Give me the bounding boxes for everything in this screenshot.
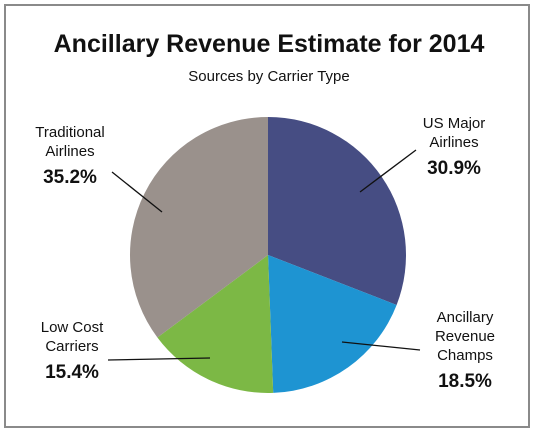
slice-label-2-line-3: Champs — [437, 347, 493, 364]
slice-label-1-line-2: Airlines — [429, 134, 478, 151]
leader-line-4 — [111, 171, 163, 213]
leader-line-2 — [341, 341, 421, 351]
slice-label-4-line-1: Traditional — [35, 124, 104, 141]
slice-label-2-line-1: Ancillary — [437, 309, 494, 326]
slice-value-label-1: 30.9% — [427, 158, 481, 179]
pie-slices — [129, 117, 407, 393]
slice-value-label-2: 18.5% — [438, 371, 492, 392]
chart-subtitle: Sources by Carrier Type — [188, 68, 350, 85]
slice-label-3-line-1: Low Cost — [41, 319, 104, 336]
slice-label-3-line-2: Carriers — [45, 338, 98, 355]
slice-label-1-line-1: US Major — [423, 115, 486, 132]
slice-value-label-3: 15.4% — [45, 362, 99, 383]
pie-slice-2 — [268, 255, 397, 393]
slice-labels: US Major Airlines 30.9% Ancillary Revenue Cha… — [35, 115, 495, 392]
slice-label-2-line-2: Revenue — [435, 328, 495, 345]
pie-slice-1 — [268, 117, 407, 305]
leader-line-1 — [359, 149, 417, 193]
slice-value-label-4: 35.2% — [43, 167, 97, 188]
chart-title: Ancillary Revenue Estimate for 2014 — [53, 30, 485, 58]
leader-line-3 — [107, 357, 211, 361]
leader-lines — [107, 149, 421, 361]
slice-label-4-line-2: Airlines — [45, 143, 94, 160]
pie-slice-4 — [129, 117, 268, 338]
